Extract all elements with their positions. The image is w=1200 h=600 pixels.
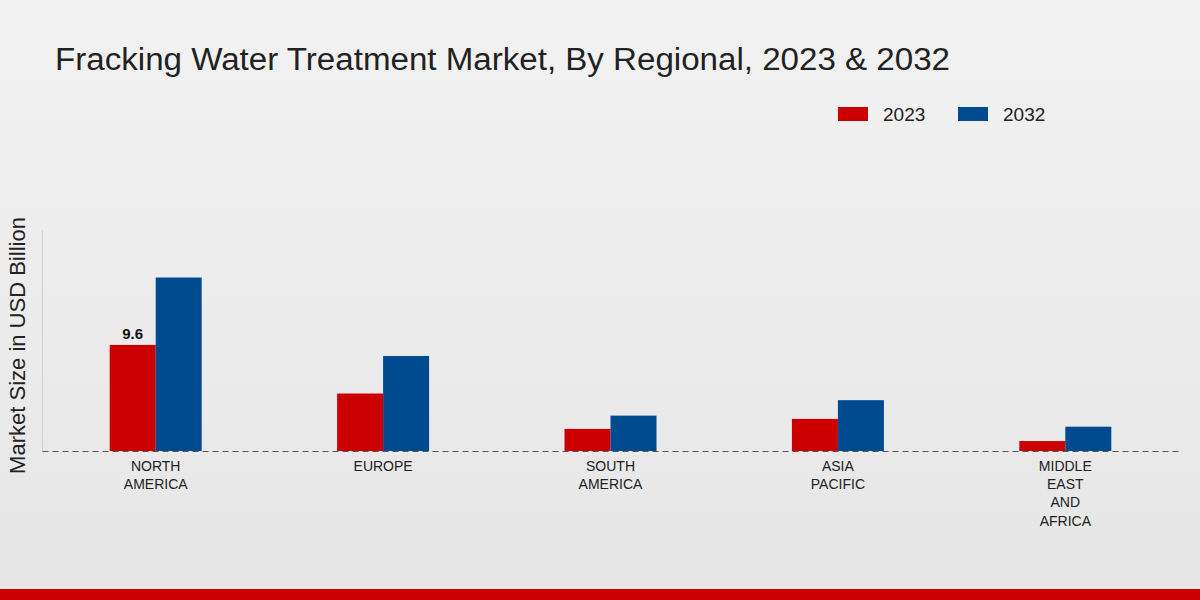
y-axis-line <box>42 231 43 452</box>
bar <box>792 419 838 451</box>
bar <box>383 356 429 451</box>
legend: 2023 2032 <box>838 104 1045 125</box>
data-label: 9.6 <box>122 325 143 342</box>
bar <box>565 429 611 451</box>
x-axis: NORTHAMERICA EUROPE SOUTHAMERICA ASIAPACIFI… <box>43 452 1180 529</box>
y-axis-title: Market Size in USD Billion <box>5 217 30 474</box>
bar <box>611 416 657 451</box>
x-tick-label: SOUTHAMERICA <box>579 458 643 492</box>
footer-band <box>0 589 1200 600</box>
legend-label: 2023 <box>883 104 925 125</box>
x-tick-label: MIDDLEEASTANDAFRICA <box>1039 458 1092 529</box>
legend-swatch <box>958 107 988 121</box>
bar <box>337 394 383 451</box>
x-tick: EUROPE <box>354 458 413 474</box>
x-tick: MIDDLEEASTANDAFRICA <box>1039 458 1092 529</box>
bar <box>110 345 156 451</box>
x-tick-label: EUROPE <box>354 458 413 474</box>
y-axis <box>42 231 43 452</box>
x-tick: NORTHAMERICA <box>124 458 188 492</box>
title: Fracking Water Treatment Market, By Regi… <box>55 42 950 77</box>
x-tick: SOUTHAMERICA <box>579 458 643 492</box>
bars <box>110 278 1112 451</box>
bar <box>838 400 884 451</box>
legend-swatch <box>838 107 868 121</box>
x-tick: ASIAPACIFIC <box>811 458 865 492</box>
x-axis-line <box>43 451 1180 452</box>
legend-label: 2032 <box>1003 104 1045 125</box>
x-tick-label: ASIAPACIFIC <box>811 458 865 492</box>
bar <box>156 278 202 451</box>
bar <box>1019 441 1065 451</box>
x-tick-label: NORTHAMERICA <box>124 458 188 492</box>
chart: Fracking Water Treatment Market, By Regi… <box>0 0 1200 600</box>
bar <box>1065 427 1111 451</box>
